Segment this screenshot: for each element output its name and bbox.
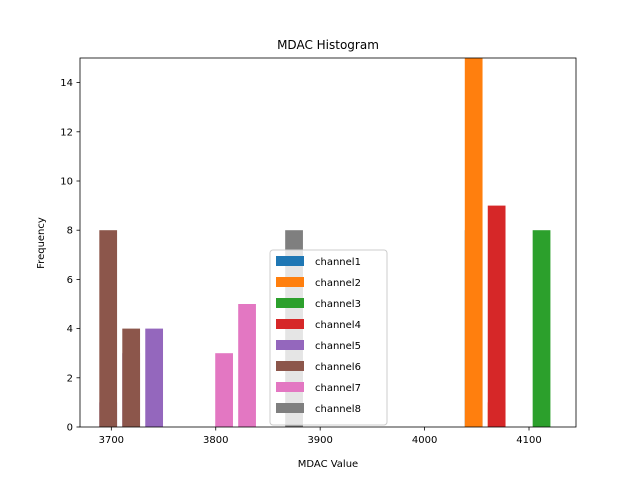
legend-label-channel3: channel3 xyxy=(315,299,361,310)
x-tick-label: 3800 xyxy=(203,435,228,446)
bar-channel2-4047 xyxy=(464,58,483,427)
legend-label-channel1: channel1 xyxy=(315,257,361,268)
x-tick-label: 4000 xyxy=(412,435,437,446)
legend-label-channel2: channel2 xyxy=(315,278,361,289)
legend-swatch-channel7 xyxy=(276,382,304,392)
bar-channel3-4112 xyxy=(532,230,551,427)
legend-swatch-channel6 xyxy=(276,361,304,371)
y-tick-label: 8 xyxy=(67,226,73,237)
bar-channel6-3697 xyxy=(99,230,118,427)
bar-channel7-3830 xyxy=(238,304,256,427)
y-tick-label: 12 xyxy=(60,127,73,138)
bar-channel4-4069 xyxy=(487,205,506,427)
y-tick-label: 14 xyxy=(60,78,73,89)
x-tick-label: 3900 xyxy=(307,435,332,446)
legend-swatch-channel4 xyxy=(276,319,304,329)
y-tick-label: 0 xyxy=(67,423,73,434)
y-axis-title: Frequency xyxy=(36,217,47,269)
axes-layer: 3700 3800 3900 4000 4100 0 2 4 6 8 10 12 14 xyxy=(60,57,577,446)
legend-box xyxy=(269,249,388,426)
y-tick-label: 10 xyxy=(60,177,73,188)
x-tick-label: 3700 xyxy=(99,435,124,446)
legend-swatch-channel8 xyxy=(276,403,304,413)
x-axis-title: MDAC Value xyxy=(298,459,358,470)
plot-frame xyxy=(79,57,577,428)
bars-layer xyxy=(99,58,551,427)
chart-title: MDAC Histogram xyxy=(277,38,379,52)
y-tick-label: 4 xyxy=(67,324,73,335)
legend-swatch-channel3 xyxy=(276,298,304,308)
legend-label-channel6: channel6 xyxy=(315,362,361,373)
bar-channel7-3808 xyxy=(215,353,233,427)
legend-swatch-channel5 xyxy=(276,340,304,350)
x-tick-label: 4100 xyxy=(516,435,541,446)
bar-channel5-3741 xyxy=(145,328,164,427)
legend-swatch-channel2 xyxy=(276,277,304,287)
legend-label-channel4: channel4 xyxy=(315,320,361,331)
legend-swatch-channel1 xyxy=(276,256,304,266)
y-tick-label: 2 xyxy=(67,373,73,384)
legend: channel1 channel2 channel3 channel4 channel5… xyxy=(269,249,388,426)
legend-label-channel8: channel8 xyxy=(315,404,361,415)
legend-label-channel5: channel5 xyxy=(315,341,361,352)
y-tick-label: 6 xyxy=(67,275,73,286)
bar-channel6-3719 xyxy=(122,328,141,427)
legend-label-channel7: channel7 xyxy=(315,383,361,394)
